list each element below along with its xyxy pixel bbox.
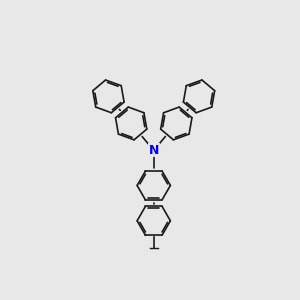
Text: N: N [148, 144, 159, 157]
